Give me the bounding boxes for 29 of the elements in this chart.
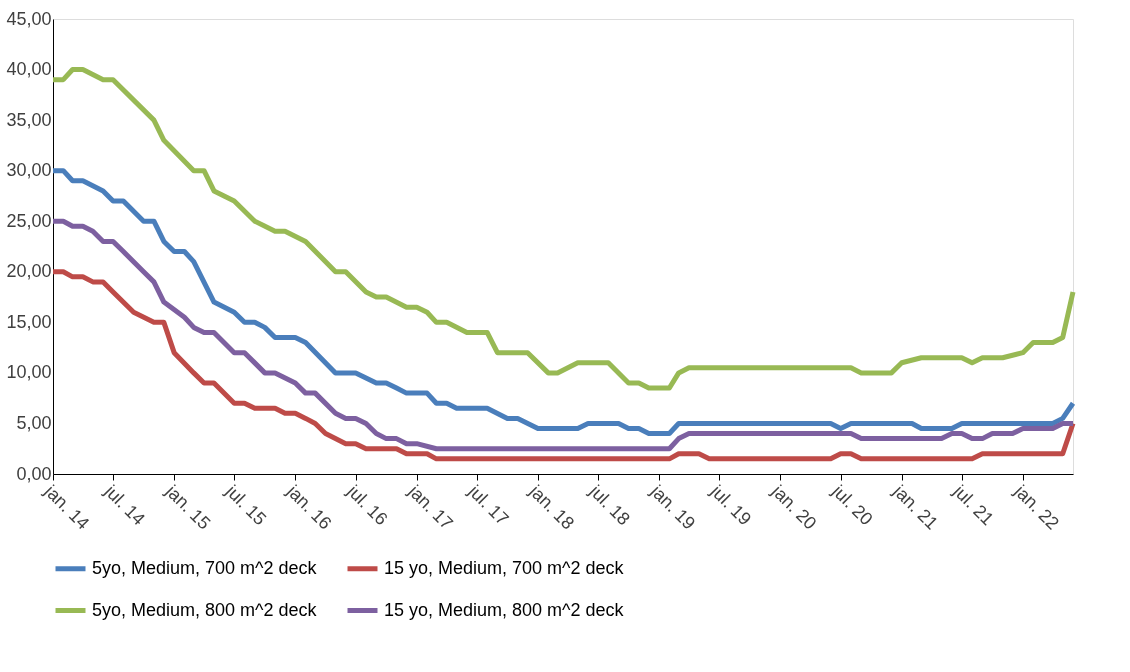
legend-label: 5yo, Medium, 800 m^2 deck	[92, 599, 318, 620]
x-tick-label: jul. 19	[706, 480, 756, 530]
y-tick-label: 35,00	[6, 109, 52, 130]
x-tick-label: jul. 17	[463, 480, 513, 530]
x-tick-label: jul. 16	[342, 480, 392, 530]
x-tick-label: jan. 16	[282, 480, 336, 534]
legend-label: 5yo, Medium, 700 m^2 deck	[92, 557, 318, 578]
y-tick-label: 15,00	[6, 311, 52, 332]
x-tick-label: jul. 18	[585, 480, 634, 530]
x-tick-label: jan. 19	[646, 480, 700, 534]
y-tick-label: 5,00	[16, 412, 52, 433]
x-tick-label: jan. 22	[1009, 480, 1064, 534]
y-tick-label: 25,00	[6, 210, 52, 231]
x-tick-label: jan. 15	[161, 480, 215, 534]
y-tick-label: 30,00	[6, 160, 52, 181]
y-tick-label: 45,00	[6, 8, 52, 29]
x-tick-label: jul. 21	[948, 480, 998, 530]
legend-label: 15 yo, Medium, 800 m^2 deck	[384, 599, 625, 620]
x-tick-label: jul. 15	[221, 480, 271, 530]
y-tick-label: 40,00	[6, 59, 52, 80]
x-tick-label: jul. 14	[100, 480, 149, 530]
x-tick-label: jan. 21	[888, 480, 942, 534]
x-tick-label: jan. 17	[403, 480, 457, 534]
x-tick-label: jul. 20	[827, 480, 877, 530]
y-tick-label: 20,00	[6, 261, 52, 282]
x-tick-label: jan. 18	[525, 480, 579, 534]
x-tick-label: jan. 20	[767, 480, 821, 534]
legend-label: 15 yo, Medium, 700 m^2 deck	[384, 557, 625, 578]
y-tick-label: 10,00	[6, 362, 52, 383]
